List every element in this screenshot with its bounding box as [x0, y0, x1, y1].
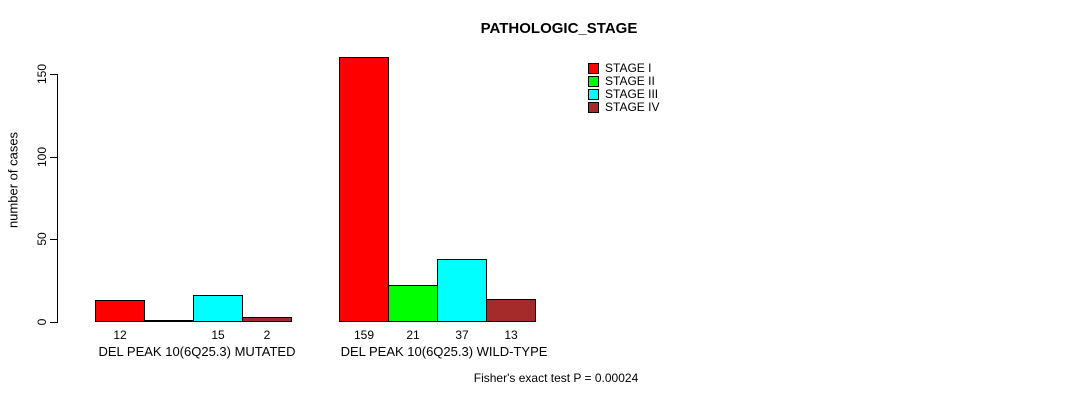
bar	[339, 57, 389, 322]
bar	[486, 299, 536, 322]
bar-value-label: 37	[455, 328, 469, 342]
legend-item: STAGE IV	[588, 100, 660, 114]
y-tick-label: 150	[35, 63, 49, 85]
bar	[193, 295, 243, 322]
y-tick-label: 0	[35, 318, 49, 326]
bar	[388, 285, 438, 322]
legend-swatch	[588, 89, 599, 100]
bar-value-label: 159	[353, 328, 375, 342]
bar	[242, 317, 292, 322]
y-axis-line	[57, 74, 58, 323]
y-tick	[50, 322, 57, 323]
bar-value-label: 12	[113, 328, 127, 342]
y-tick	[50, 157, 57, 158]
legend-swatch	[588, 63, 599, 74]
chart-title: PATHOLOGIC_STAGE	[480, 20, 638, 37]
bar-value-label: 2	[263, 328, 271, 342]
legend-label: STAGE IV	[605, 100, 660, 114]
y-tick-label: 100	[35, 146, 49, 168]
legend-swatch	[588, 102, 599, 113]
bar-value-label: 21	[406, 328, 420, 342]
bar	[144, 320, 194, 322]
legend-item: STAGE III	[588, 87, 659, 101]
y-tick-label: 50	[35, 232, 49, 246]
annotation-text: Fisher's exact test P = 0.00024	[473, 371, 639, 385]
legend-item: STAGE I	[588, 61, 659, 75]
y-tick	[50, 74, 57, 75]
y-axis-label: number of cases	[5, 131, 21, 229]
legend-label: STAGE III	[605, 87, 659, 101]
legend-label: STAGE I	[605, 61, 652, 75]
bar	[95, 300, 145, 322]
x-group-label: DEL PEAK 10(6Q25.3) WILD-TYPE	[340, 344, 548, 359]
x-group-label: DEL PEAK 10(6Q25.3) MUTATED	[98, 344, 296, 359]
bar-value-label: 13	[504, 328, 518, 342]
legend-swatch	[588, 76, 599, 87]
bar-value-label: 15	[211, 328, 225, 342]
bar	[437, 259, 487, 322]
legend: STAGE I STAGE II STAGE III STAGE IV	[588, 61, 660, 115]
y-tick	[50, 239, 57, 240]
legend-item: STAGE II	[588, 74, 659, 88]
legend-label: STAGE II	[605, 74, 655, 88]
